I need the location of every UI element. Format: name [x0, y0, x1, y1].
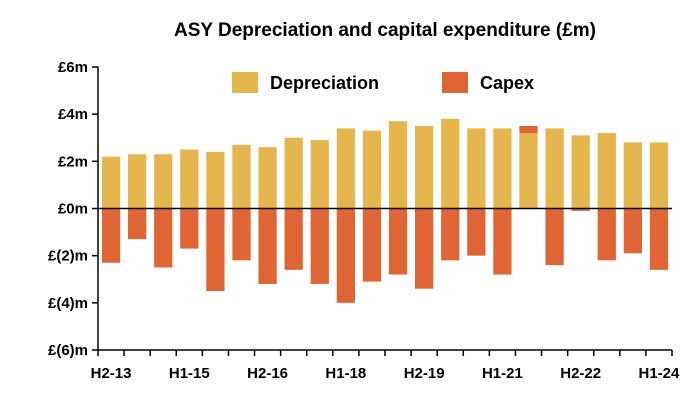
bar-depreciation-h1-18 [336, 128, 355, 209]
bar-depreciation-h2-17 [310, 140, 329, 209]
bar-capex-h2-21 [519, 125, 538, 134]
axes-group [92, 66, 673, 356]
bar-depreciation-h1-19 [388, 121, 408, 209]
x-tick-label: H1-18 [325, 365, 366, 382]
x-tick-label: H2-13 [91, 365, 132, 382]
bar-depreciation-h2-16 [258, 147, 277, 209]
bar-depreciation-h2-22 [571, 135, 590, 209]
x-tick-label: H2-22 [560, 365, 601, 382]
bar-depreciation-h2-18 [362, 130, 382, 209]
y-tick-label: £(6)m [48, 342, 88, 359]
bar-depreciation-h2-14 [154, 154, 173, 209]
legend-label-capex: Capex [480, 73, 534, 93]
legend-swatch-capex [442, 72, 468, 93]
bar-capex-h1-19 [388, 208, 408, 275]
x-tick-label: H1-24 [639, 365, 681, 382]
bar-capex-h2-13 [101, 208, 121, 263]
bar-depreciation-h1-16 [232, 144, 251, 209]
y-tick-label: £0m [58, 201, 88, 218]
bar-capex-h2-18 [362, 208, 382, 282]
bar-capex-h1-16 [232, 208, 251, 261]
bar-capex-h2-14 [154, 208, 173, 268]
chart-title: ASY Depreciation and capital expenditure… [174, 20, 596, 41]
bar-depreciation-h1-22 [545, 128, 564, 209]
legend: Depreciation Capex [232, 72, 534, 93]
bars-group [101, 118, 669, 303]
bar-capex-h1-22 [545, 208, 564, 266]
x-tick-label: H2-19 [404, 365, 445, 382]
bar-capex-h2-16 [258, 208, 277, 284]
bar-depreciation-h1-15 [180, 149, 199, 209]
bar-depreciation-h2-13 [101, 156, 121, 209]
bar-capex-h1-18 [336, 208, 355, 303]
y-tick-label: £(4)m [48, 295, 88, 312]
bar-depreciation-h1-21 [493, 128, 512, 209]
bar-capex-h1-20 [441, 208, 460, 261]
x-tick-labels: H2-13 H1-15 H2-16 H1-18 H2-19 H1-21 H2-22 H1-24 [91, 365, 680, 382]
x-tick-label: H2-16 [247, 365, 288, 382]
bar-depreciation-h1-23 [597, 133, 616, 209]
bar-depreciation-h1-14 [128, 154, 147, 209]
bar-depreciation-h2-23 [623, 142, 642, 209]
legend-swatch-depreciation [232, 72, 258, 93]
bar-capex-h1-24 [649, 208, 669, 270]
y-tick-labels: £6m £4m £2m £0m £(2)m £(4)m £(6)m [48, 59, 88, 359]
bar-depreciation-h2-20 [467, 128, 486, 209]
x-tick-label: H1-21 [482, 365, 523, 382]
bar-capex-h2-19 [415, 208, 434, 289]
bar-capex-h1-17 [284, 208, 303, 270]
bar-capex-h2-22 [571, 208, 590, 211]
bar-capex-h2-17 [310, 208, 329, 284]
bar-capex-h2-23 [623, 208, 642, 254]
bar-capex-h2-15 [206, 208, 225, 292]
bar-depreciation-h1-20 [441, 118, 460, 209]
bar-depreciation-h2-19 [415, 125, 434, 209]
bar-depreciation-h2-21 [519, 133, 538, 209]
x-tick-label: H1-15 [169, 365, 210, 382]
bar-depreciation-h1-17 [284, 137, 303, 209]
bar-capex-h2-20 [467, 208, 486, 256]
legend-label-depreciation: Depreciation [270, 73, 379, 93]
y-tick-label: £(2)m [48, 248, 88, 265]
bar-capex-h1-15 [180, 208, 199, 249]
y-tick-label: £6m [58, 59, 88, 76]
bar-capex-h1-23 [597, 208, 616, 261]
bar-depreciation-h1-24 [649, 142, 669, 209]
bar-capex-h1-21 [493, 208, 512, 275]
bar-depreciation-h2-15 [206, 151, 225, 209]
y-tick-label: £2m [58, 153, 88, 170]
y-tick-label: £4m [58, 106, 88, 123]
bar-capex-h1-14 [128, 208, 147, 240]
